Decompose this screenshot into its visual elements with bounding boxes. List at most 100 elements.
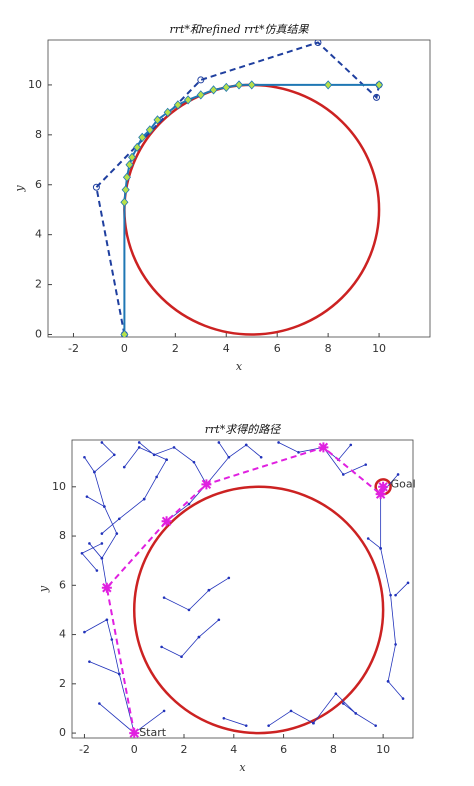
marker — [207, 588, 211, 592]
marker — [122, 465, 126, 469]
marker — [197, 76, 205, 84]
marker — [113, 453, 116, 457]
marker — [374, 724, 377, 727]
marker — [378, 481, 389, 492]
marker — [80, 551, 84, 555]
marker — [259, 455, 263, 459]
marker — [120, 329, 129, 337]
x-tick-label: 2 — [172, 342, 179, 355]
marker — [152, 453, 156, 457]
marker — [88, 660, 91, 663]
y-tick-label: 6 — [59, 578, 66, 591]
axes-box — [71, 439, 414, 739]
y-tick-label: 2 — [35, 278, 42, 291]
y-tick-label: 0 — [35, 328, 42, 341]
x-tick-label: 10 — [372, 342, 386, 355]
x-tick-label: 10 — [376, 743, 390, 756]
marker — [95, 569, 99, 572]
marker — [83, 630, 86, 634]
marker — [222, 716, 226, 720]
marker — [129, 728, 140, 738]
marker — [101, 582, 112, 593]
marker — [318, 442, 329, 453]
marker — [247, 80, 256, 90]
y-tick-label: 10 — [52, 480, 66, 493]
x-tick-label: 4 — [230, 743, 237, 756]
marker — [364, 463, 368, 466]
marker — [342, 702, 345, 705]
marker — [137, 441, 141, 444]
marker — [98, 702, 101, 705]
marker — [379, 547, 382, 550]
marker — [100, 556, 104, 560]
marker — [163, 107, 172, 117]
y-tick-label: 10 — [28, 78, 42, 91]
marker — [297, 451, 300, 454]
marker — [187, 608, 191, 612]
marker — [196, 90, 205, 100]
marker — [349, 443, 353, 447]
marker — [142, 497, 146, 501]
marker — [396, 473, 400, 476]
marker — [137, 446, 141, 449]
marker — [120, 197, 129, 207]
x-tick-label: 6 — [280, 743, 287, 756]
chart-title: rrt*求得的路径 — [205, 423, 281, 436]
marker — [197, 635, 201, 639]
marker — [184, 95, 193, 105]
marker — [160, 645, 163, 649]
marker — [117, 672, 121, 676]
x-tick-label: -2 — [68, 342, 79, 355]
marker — [83, 455, 86, 459]
x-axis-label: x — [239, 761, 246, 774]
y-tick-label: 6 — [35, 178, 42, 191]
marker — [88, 542, 91, 545]
marker — [110, 638, 114, 641]
y-tick-label: 8 — [59, 529, 66, 542]
marker — [121, 185, 130, 195]
marker — [394, 593, 397, 597]
marker — [234, 80, 244, 90]
marker — [366, 537, 370, 540]
marker — [375, 80, 384, 90]
marker — [209, 85, 218, 95]
marker — [267, 724, 270, 727]
marker — [128, 152, 137, 162]
x-tick-label: 2 — [181, 743, 188, 756]
marker — [100, 441, 104, 444]
plot-area — [92, 40, 384, 337]
x-tick-label: -2 — [79, 743, 90, 756]
marker — [92, 183, 100, 191]
marker — [277, 441, 280, 444]
marker — [201, 479, 212, 490]
circle-obstacle — [132, 485, 385, 735]
marker — [155, 475, 158, 479]
marker — [100, 542, 104, 545]
marker — [217, 618, 221, 622]
marker — [145, 125, 154, 135]
marker — [406, 581, 410, 585]
marker — [162, 596, 166, 599]
marker — [227, 576, 231, 580]
x-axis-label: x — [236, 360, 243, 373]
marker — [222, 82, 231, 93]
marker — [401, 697, 405, 700]
marker — [389, 593, 392, 597]
marker — [192, 460, 196, 464]
marker — [187, 502, 191, 506]
marker — [162, 709, 166, 713]
x-tick-label: 0 — [121, 342, 128, 355]
marker — [394, 643, 397, 646]
marker — [289, 709, 293, 713]
marker — [85, 495, 89, 498]
y-tick-label: 0 — [59, 726, 66, 739]
annotation: Goal — [391, 477, 416, 490]
plot-area — [80, 441, 410, 738]
marker — [103, 505, 106, 508]
marker — [334, 692, 338, 695]
marker — [342, 473, 345, 476]
marker — [165, 458, 168, 462]
chart-title: rrt*和refined rrt*仿真结果 — [169, 23, 309, 36]
marker — [117, 517, 121, 521]
